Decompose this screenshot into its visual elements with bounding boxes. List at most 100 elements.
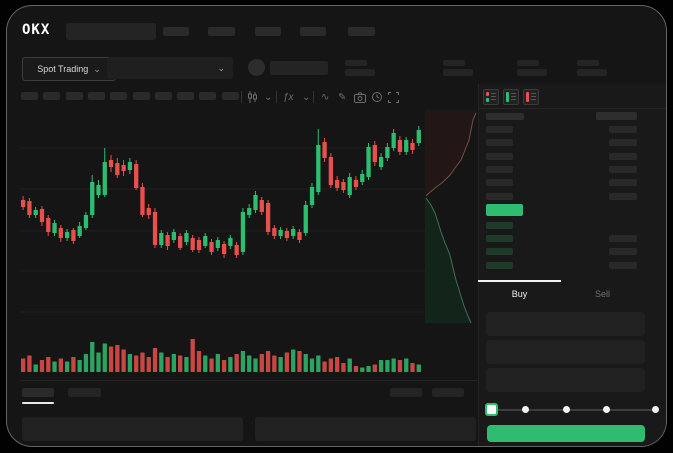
order-price-field[interactable] xyxy=(486,312,645,336)
camera-icon[interactable] xyxy=(354,90,366,104)
orderbook-header-amount[interactable] xyxy=(596,112,637,120)
candle-body xyxy=(322,142,327,158)
bid-amount[interactable] xyxy=(609,262,637,269)
candle-body xyxy=(184,233,189,242)
volume-bar xyxy=(165,357,170,372)
ask-amount[interactable] xyxy=(609,139,637,146)
ask-amount[interactable] xyxy=(609,153,637,160)
bid-price[interactable] xyxy=(486,222,513,229)
depth-chart[interactable] xyxy=(425,110,478,323)
timeframe-button[interactable] xyxy=(110,92,128,100)
ask-price[interactable] xyxy=(486,179,513,186)
volume-bar xyxy=(127,354,133,372)
ask-amount[interactable] xyxy=(609,193,637,200)
draw-tool-icon[interactable]: ✎ xyxy=(338,91,347,103)
candle-style-icon[interactable] xyxy=(246,90,258,104)
volume-bar xyxy=(46,357,51,372)
candle-body xyxy=(278,230,283,236)
search-input[interactable] xyxy=(66,23,156,40)
candle-body xyxy=(178,236,183,248)
market-type-dropdown[interactable]: Spot Trading ⌄ xyxy=(22,57,116,81)
amount-slider-handle[interactable] xyxy=(485,403,498,416)
slider-step-dot[interactable] xyxy=(652,406,659,413)
volume-bar xyxy=(178,355,183,372)
candle-body xyxy=(165,235,170,246)
orderbook-asks-icon[interactable] xyxy=(523,89,539,105)
bid-amount[interactable] xyxy=(609,248,637,255)
ask-price[interactable] xyxy=(486,153,513,160)
timeframe-button[interactable] xyxy=(132,92,150,100)
divider xyxy=(20,380,478,381)
candle-body xyxy=(366,147,371,177)
nav-item[interactable] xyxy=(348,27,375,36)
amount-slider-track[interactable] xyxy=(491,409,655,411)
submit-buy-button[interactable] xyxy=(487,425,645,442)
candle-body xyxy=(96,185,101,195)
timeframe-button[interactable] xyxy=(21,92,38,100)
candle-body xyxy=(253,195,258,210)
orderbook-bids-icon[interactable] xyxy=(503,89,519,105)
nav-item[interactable] xyxy=(208,27,235,36)
slider-step-dot[interactable] xyxy=(522,406,529,413)
pair-dropdown[interactable]: ⌄ xyxy=(107,57,233,79)
nav-item[interactable] xyxy=(255,27,281,36)
orderbook-combined-icon[interactable] xyxy=(483,89,499,105)
candle-body xyxy=(247,208,252,215)
tab-buy[interactable]: Buy xyxy=(511,289,528,299)
orders-action-button[interactable] xyxy=(432,388,464,397)
timeframe-button[interactable] xyxy=(65,92,83,100)
chevron-down-icon[interactable]: ⌄ xyxy=(264,91,273,103)
chevron-down-icon[interactable]: ⌄ xyxy=(302,91,311,103)
volume-bar xyxy=(58,358,63,372)
line-tool-icon[interactable]: ∿ xyxy=(321,91,330,103)
timeframe-button[interactable] xyxy=(221,92,239,100)
ask-amount[interactable] xyxy=(609,126,637,133)
slider-step-dot[interactable] xyxy=(563,406,570,413)
bid-amount[interactable] xyxy=(609,235,637,242)
volume-bar xyxy=(303,354,308,372)
candlestick-chart[interactable] xyxy=(20,110,425,332)
open-orders-tab[interactable] xyxy=(22,388,54,397)
fullscreen-icon[interactable] xyxy=(388,90,399,104)
candle-body xyxy=(228,238,233,246)
okx-logo[interactable]: OKX xyxy=(22,22,51,38)
candle-body xyxy=(404,140,409,152)
timeframe-button[interactable] xyxy=(177,92,195,100)
candle-body xyxy=(196,240,202,250)
timeframe-button[interactable] xyxy=(43,92,61,100)
orders-action-button[interactable] xyxy=(390,388,422,397)
indicators-icon[interactable]: ƒx xyxy=(283,91,294,103)
bid-price[interactable] xyxy=(486,235,513,242)
timeframe-button[interactable] xyxy=(87,92,105,100)
volume-bar xyxy=(360,367,365,372)
candle-body xyxy=(71,230,76,241)
ask-price[interactable] xyxy=(486,126,513,133)
bid-price[interactable] xyxy=(486,248,513,255)
order-amount-field[interactable] xyxy=(486,340,645,364)
volume-bar xyxy=(378,360,384,372)
pair-name-placeholder xyxy=(270,61,328,75)
tab-sell[interactable]: Sell xyxy=(594,289,610,299)
ask-price[interactable] xyxy=(486,166,513,173)
ask-price[interactable] xyxy=(486,193,513,200)
volume-bar xyxy=(335,357,340,372)
timeframe-button[interactable] xyxy=(154,92,172,100)
nav-item[interactable] xyxy=(163,27,189,36)
alert-clock-icon[interactable] xyxy=(371,90,383,104)
stat-value xyxy=(345,69,375,76)
ask-amount[interactable] xyxy=(609,166,637,173)
ask-price[interactable] xyxy=(486,139,513,146)
ask-amount[interactable] xyxy=(609,179,637,186)
order-history-tab[interactable] xyxy=(68,388,101,397)
last-price-highlight[interactable] xyxy=(486,204,523,216)
bids-depth-line xyxy=(425,197,472,323)
timeframe-button[interactable] xyxy=(199,92,217,100)
candle-body xyxy=(171,232,177,240)
orderbook[interactable] xyxy=(478,110,666,278)
bid-price[interactable] xyxy=(486,262,513,269)
orderbook-header-price[interactable] xyxy=(486,113,524,120)
nav-item[interactable] xyxy=(300,27,326,36)
candle-body xyxy=(410,143,415,150)
slider-step-dot[interactable] xyxy=(603,406,610,413)
order-total-field[interactable] xyxy=(486,368,645,392)
